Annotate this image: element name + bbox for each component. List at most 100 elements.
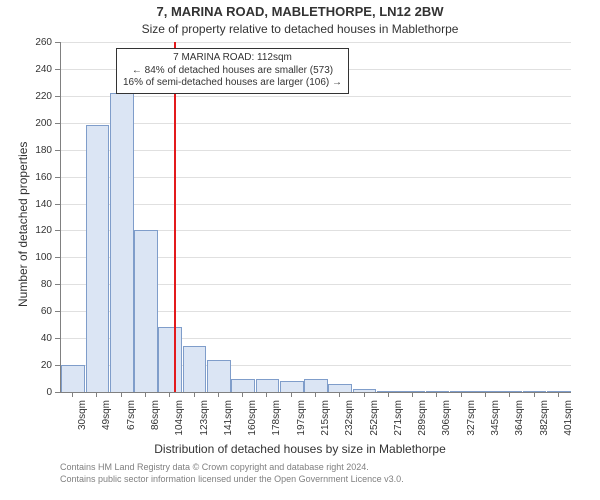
footer-line-1: Contains HM Land Registry data © Crown c…: [60, 462, 404, 474]
x-tick: [145, 392, 146, 397]
histogram-bar: [110, 93, 134, 392]
annotation-line: 7 MARINA ROAD: 112sqm: [123, 52, 342, 65]
y-tick: [55, 150, 60, 151]
histogram-bar: [547, 391, 571, 392]
x-tick-label: 327sqm: [466, 400, 477, 450]
x-tick: [509, 392, 510, 397]
y-tick-label: 60: [22, 306, 52, 317]
histogram-bar: [86, 125, 110, 392]
histogram-bar: [328, 384, 352, 392]
histogram-bar: [158, 327, 182, 392]
gridline: [61, 150, 571, 151]
y-tick-label: 180: [22, 145, 52, 156]
annotation-line: 16% of semi-detached houses are larger (…: [123, 77, 342, 90]
annotation-line: ← 84% of detached houses are smaller (57…: [123, 65, 342, 78]
x-tick: [461, 392, 462, 397]
x-tick-label: 232sqm: [344, 400, 355, 450]
footer-attribution: Contains HM Land Registry data © Crown c…: [60, 462, 404, 485]
histogram-bar: [61, 365, 85, 392]
y-tick: [55, 257, 60, 258]
y-tick-label: 220: [22, 91, 52, 102]
x-tick: [364, 392, 365, 397]
y-tick: [55, 365, 60, 366]
y-tick-label: 140: [22, 199, 52, 210]
x-tick: [96, 392, 97, 397]
property-marker-line: [174, 42, 176, 392]
x-tick: [485, 392, 486, 397]
x-tick: [558, 392, 559, 397]
x-tick: [194, 392, 195, 397]
x-tick: [436, 392, 437, 397]
gridline: [61, 204, 571, 205]
y-tick: [55, 230, 60, 231]
x-tick: [534, 392, 535, 397]
x-tick-label: 67sqm: [126, 400, 137, 450]
x-tick-label: 123sqm: [199, 400, 210, 450]
histogram-bar: [256, 379, 280, 392]
y-tick-label: 200: [22, 118, 52, 129]
x-tick-label: 178sqm: [271, 400, 282, 450]
histogram-bar: [304, 379, 328, 392]
annotation-box: 7 MARINA ROAD: 112sqm← 84% of detached h…: [116, 48, 349, 94]
x-tick: [412, 392, 413, 397]
x-tick: [121, 392, 122, 397]
x-tick: [242, 392, 243, 397]
y-tick-label: 20: [22, 360, 52, 371]
x-tick-label: 382sqm: [539, 400, 550, 450]
x-tick: [315, 392, 316, 397]
x-tick-label: 401sqm: [563, 400, 574, 450]
x-tick-label: 104sqm: [174, 400, 185, 450]
histogram-bar: [280, 381, 304, 392]
histogram-bar: [450, 391, 474, 392]
histogram-bar: [377, 391, 401, 392]
y-tick-label: 0: [22, 387, 52, 398]
x-tick: [388, 392, 389, 397]
x-tick-label: 49sqm: [101, 400, 112, 450]
y-tick: [55, 392, 60, 393]
x-tick-label: 30sqm: [77, 400, 88, 450]
x-tick: [291, 392, 292, 397]
y-tick: [55, 42, 60, 43]
y-tick-label: 240: [22, 64, 52, 75]
x-tick: [339, 392, 340, 397]
gridline: [61, 42, 571, 43]
x-tick-label: 252sqm: [369, 400, 380, 450]
histogram-bar: [231, 379, 255, 392]
x-tick-label: 197sqm: [296, 400, 307, 450]
x-tick-label: 271sqm: [393, 400, 404, 450]
y-tick-label: 40: [22, 333, 52, 344]
y-tick: [55, 204, 60, 205]
y-tick-label: 100: [22, 252, 52, 263]
y-tick: [55, 338, 60, 339]
y-tick: [55, 123, 60, 124]
histogram-bar: [207, 360, 231, 392]
y-tick: [55, 69, 60, 70]
x-tick: [218, 392, 219, 397]
gridline: [61, 96, 571, 97]
x-tick-label: 215sqm: [320, 400, 331, 450]
x-tick-label: 289sqm: [417, 400, 428, 450]
plot-area: 7 MARINA ROAD: 112sqm← 84% of detached h…: [60, 42, 571, 393]
x-tick-label: 345sqm: [490, 400, 501, 450]
histogram-bar: [134, 230, 158, 392]
x-tick-label: 86sqm: [150, 400, 161, 450]
x-tick: [266, 392, 267, 397]
x-tick-label: 364sqm: [514, 400, 525, 450]
y-tick: [55, 284, 60, 285]
chart-container: 7, MARINA ROAD, MABLETHORPE, LN12 2BW Si…: [0, 0, 600, 500]
y-tick-label: 80: [22, 279, 52, 290]
y-tick-label: 160: [22, 172, 52, 183]
chart-title: 7, MARINA ROAD, MABLETHORPE, LN12 2BW: [0, 4, 600, 19]
y-tick-label: 120: [22, 225, 52, 236]
y-tick-label: 260: [22, 37, 52, 48]
x-tick: [72, 392, 73, 397]
x-tick: [169, 392, 170, 397]
gridline: [61, 123, 571, 124]
footer-line-2: Contains public sector information licen…: [60, 474, 404, 486]
y-tick: [55, 177, 60, 178]
chart-subtitle: Size of property relative to detached ho…: [0, 22, 600, 36]
gridline: [61, 177, 571, 178]
x-tick-label: 306sqm: [441, 400, 452, 450]
x-tick-label: 141sqm: [223, 400, 234, 450]
x-tick-label: 160sqm: [247, 400, 258, 450]
